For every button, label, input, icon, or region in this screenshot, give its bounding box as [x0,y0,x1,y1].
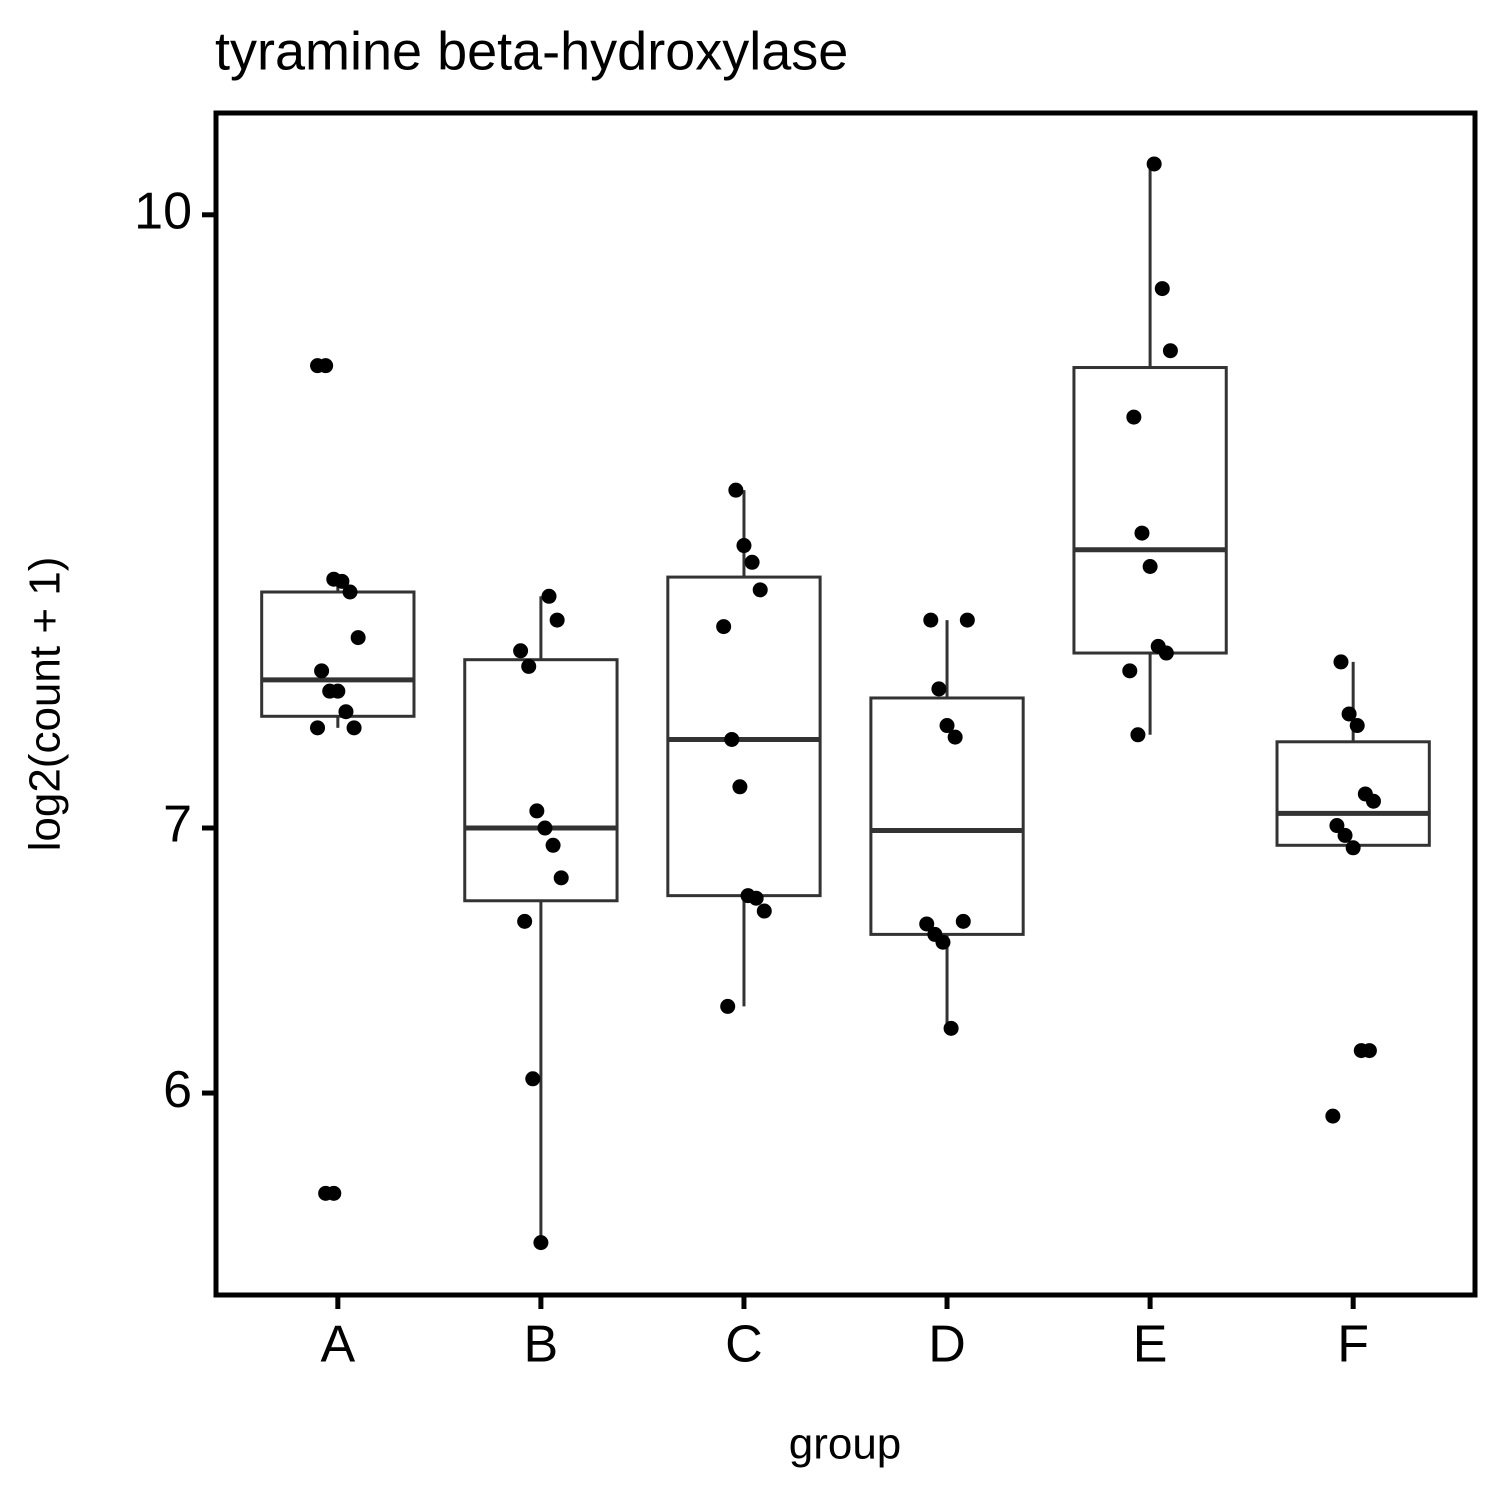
panel-border [213,110,1478,1298]
point [342,584,358,600]
point [1333,654,1349,670]
point [338,704,354,720]
point [346,720,362,736]
x-tick-label: A [320,1316,355,1374]
point [728,482,744,498]
x-axis-title: group [789,1420,902,1469]
point [732,779,748,795]
point [939,718,955,734]
x-tick-label: E [1133,1316,1168,1374]
point [1146,156,1162,172]
point [935,934,951,950]
point [334,573,350,589]
point [1158,645,1174,661]
point [318,358,334,374]
point [1154,281,1170,297]
point [529,803,545,819]
point [744,554,760,570]
point [330,683,346,699]
point [724,731,740,747]
point [1345,840,1361,856]
point [326,1185,342,1201]
point [1162,343,1178,359]
point [525,1071,541,1087]
point [521,658,537,674]
point [1130,727,1146,743]
x-tick-label: D [928,1316,966,1374]
point [955,913,971,929]
x-tick-label: B [524,1316,559,1374]
point [1361,1043,1377,1059]
box [463,658,619,903]
point [959,612,975,628]
point [314,663,330,679]
point [310,720,326,736]
point [513,643,529,659]
point [931,681,947,697]
point [1349,718,1365,734]
point [943,1020,959,1036]
point [533,1235,549,1251]
point [1126,409,1142,425]
point [537,820,553,836]
y-axis-title: log2(count + 1) [21,557,70,852]
point [553,870,569,886]
point [549,612,565,628]
box [260,590,416,718]
point [1365,793,1381,809]
x-tick-label: F [1337,1316,1369,1374]
chart-title: tyramine beta-hydroxylase [215,21,848,81]
box [869,696,1025,936]
point [545,837,561,853]
point [919,916,935,932]
point [517,913,533,929]
point [1134,525,1150,541]
y-tick-label: 7 [163,796,192,854]
point [756,903,772,919]
point [1142,559,1158,575]
point [748,890,764,906]
point [350,630,366,646]
point [720,998,736,1014]
x-tick-label: C [725,1316,763,1374]
y-tick-label: 10 [134,183,192,241]
point [1341,706,1357,722]
point [716,619,732,635]
y-tick-label: 6 [163,1061,192,1119]
point [1122,663,1138,679]
point [736,538,752,554]
point [752,582,768,598]
point [1325,1108,1341,1124]
point [923,612,939,628]
point [541,588,557,604]
box [1072,366,1228,655]
point [1337,827,1353,843]
point [947,729,963,745]
